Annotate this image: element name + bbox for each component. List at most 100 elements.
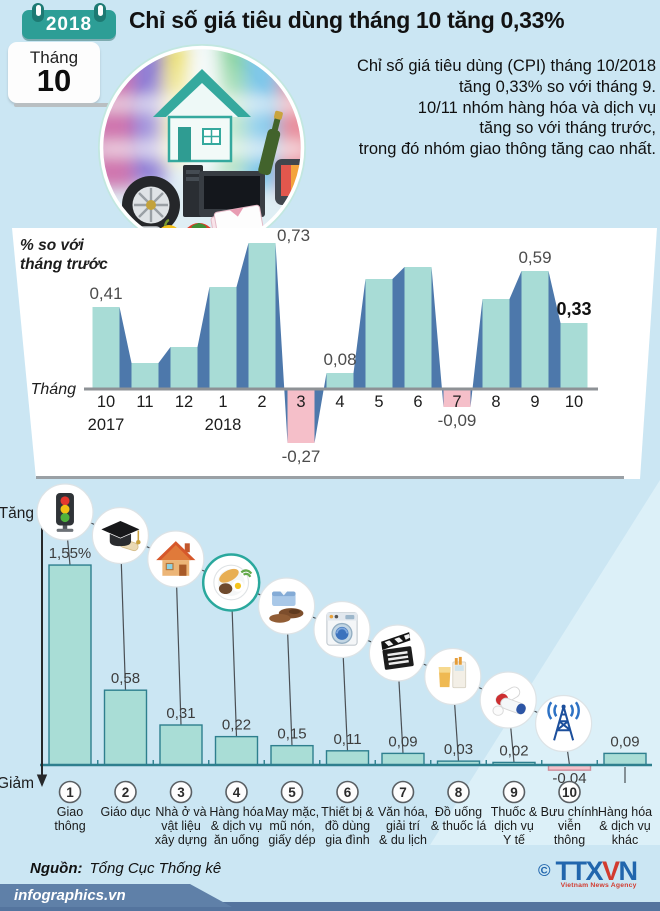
intro-paragraph: Chỉ số giá tiêu dùng (CPI) tháng 10/2018… — [356, 57, 656, 159]
agency-subtitle: Vietnam News Agency — [560, 882, 637, 889]
connector-area — [92, 243, 588, 443]
graduation-cap-icon — [101, 520, 141, 552]
category-number: 4 — [233, 785, 241, 800]
category-number-badge — [280, 780, 304, 804]
bar-month-12 — [170, 347, 198, 389]
category-label: Hàng hóa & dịch vụ ăn uống — [209, 805, 264, 847]
category-bar — [325, 750, 370, 766]
source-value: Tổng Cục Thống kê — [89, 860, 222, 877]
x-axis-title: Tháng — [31, 381, 76, 398]
chart1-title: % so với tháng trước — [20, 237, 108, 273]
category-value-label: 0,15 — [277, 726, 306, 743]
bar-month-5 — [365, 279, 393, 389]
category-label: Nhà ở và vật liệu xây dựng — [154, 805, 208, 847]
category-icon-circle — [534, 694, 593, 753]
category-bar — [603, 752, 647, 766]
category-number: 5 — [288, 785, 296, 800]
footer-strip — [0, 902, 660, 911]
category-number: 1 — [66, 785, 74, 800]
category-number: 7 — [399, 785, 407, 800]
category-bar — [103, 689, 148, 766]
category-value-label: 0,03 — [444, 741, 473, 758]
month-tick-label: 9 — [530, 393, 539, 411]
bar-month-2 — [248, 243, 276, 389]
category-number: 6 — [344, 785, 352, 800]
month-tick-label: 5 — [374, 393, 383, 411]
category-number: 2 — [122, 785, 130, 800]
agency-wordmark: TTXVN — [555, 856, 639, 886]
medicine-pills-icon — [492, 686, 526, 716]
month-tick-label: 3 — [296, 393, 305, 411]
month-tick-label: 4 — [335, 393, 344, 411]
calendar-ring-icon — [94, 3, 106, 22]
source-note: Nguồn: Tổng Cục Thống kê — [30, 860, 221, 877]
category-bar — [381, 752, 425, 766]
month-number: 10 — [36, 63, 72, 98]
category-label: Giao thông — [54, 805, 86, 833]
month-tick-label: 12 — [175, 393, 193, 411]
category-label: Đồ uống & thuốc lá — [430, 805, 487, 833]
value-label: 0,08 — [323, 350, 356, 369]
category-number: 8 — [455, 785, 463, 800]
category-bar — [270, 744, 314, 766]
category-number-badge — [114, 780, 137, 804]
category-label: Văn hóa, giải trí & du lịch — [377, 805, 429, 847]
category-value-label: 1,55% — [49, 545, 92, 562]
house-icon — [153, 69, 251, 163]
value-label: 0,33 — [556, 299, 591, 319]
panel-divider-line — [36, 476, 624, 479]
clothing-shoes-icon — [269, 591, 304, 623]
telecom-antenna-icon — [547, 701, 580, 741]
category-number-badge — [58, 780, 82, 804]
category-number-badge — [169, 780, 193, 804]
copyright-icon: © — [538, 861, 551, 880]
washing-machine-icon — [326, 612, 358, 646]
traffic-light-icon — [56, 492, 74, 532]
news-agency-logo: © TTXVN Vietnam News Agency — [538, 856, 639, 890]
category-value-label: 0,09 — [388, 733, 417, 750]
category-value-label: 0,58 — [111, 670, 140, 687]
bar-month-6 — [404, 267, 432, 389]
hero-image — [98, 44, 306, 252]
category-value-label: 0,11 — [333, 731, 361, 748]
month-tick-label: 2 — [257, 393, 266, 411]
category-number-badge — [558, 780, 581, 804]
value-label: -0,27 — [282, 447, 321, 465]
year-calendar-badge: 2018 — [22, 3, 116, 39]
bar-month-8 — [482, 299, 510, 389]
website-label: infographics.vn — [14, 887, 126, 904]
month-tick-label: 10 — [97, 393, 115, 411]
category-label: May mặc, mũ nón, giấy dép — [264, 805, 320, 847]
food-plate-icon — [213, 564, 253, 601]
category-number: 10 — [562, 785, 577, 800]
bar-month-7 — [443, 389, 471, 407]
month-tick-label: 11 — [136, 393, 153, 411]
year-badge-label: 2018 — [45, 13, 93, 35]
category-bar — [214, 735, 259, 766]
value-label: 0,73 — [277, 229, 310, 245]
month-tick-label: 7 — [452, 393, 461, 411]
monitor-icon — [199, 171, 265, 226]
category-value-label: 0,31 — [166, 705, 195, 722]
month-tick-label: 8 — [491, 393, 500, 411]
category-label: Hàng hóa & dịch vụ khác — [597, 805, 653, 847]
bar-month-3 — [287, 389, 315, 443]
category-label: Thiết bị & đồ dùng gia đình — [321, 805, 374, 847]
category-label: Thuốc & dịch vụ Y tế — [490, 805, 538, 847]
bar-month-10 — [92, 307, 120, 389]
category-change-chart: 1,55% 0,58 0,31 0,22 0,15 0,11 0,09 0,03 0,02 -0,… — [0, 483, 652, 804]
source-label: Nguồn: — [30, 860, 83, 877]
calendar-ring-icon — [32, 3, 44, 22]
value-label: 0,41 — [89, 284, 122, 303]
category-number-badge — [225, 780, 248, 804]
bar-month-1 — [209, 287, 237, 389]
category-label: Giáo dục — [100, 805, 151, 819]
category-number-badge — [447, 780, 470, 804]
category-value-label: 0,02 — [499, 742, 528, 759]
clapperboard-icon — [381, 632, 414, 670]
x-axis-line — [84, 387, 598, 391]
month-calendar-card: Tháng 10 — [8, 42, 100, 103]
category-number: 9 — [510, 785, 518, 800]
